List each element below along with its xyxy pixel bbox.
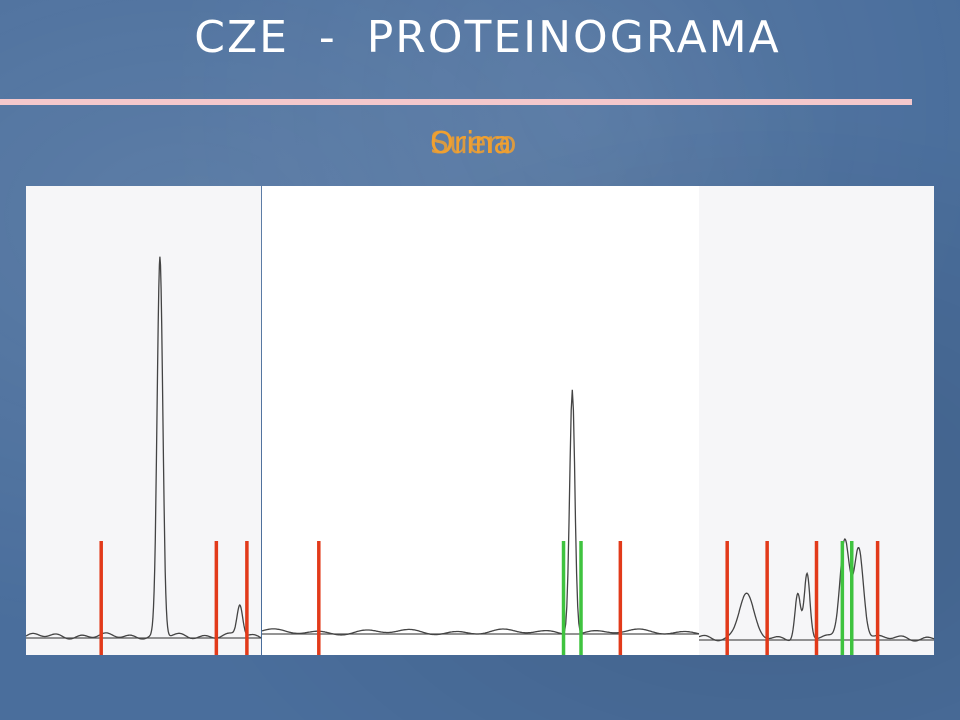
center-electropherogram-trace	[261, 389, 700, 636]
title-divider	[0, 99, 912, 105]
sample-label-suero: Suero	[430, 126, 517, 161]
sample-label-orina: Orina	[430, 126, 512, 161]
left-electropherogram-trace	[25, 256, 262, 640]
page-title: CZE - PROTEINOGRAMA	[194, 12, 781, 63]
left-electropherogram-paper	[26, 186, 261, 655]
center-electropherogram-paper	[262, 186, 699, 655]
